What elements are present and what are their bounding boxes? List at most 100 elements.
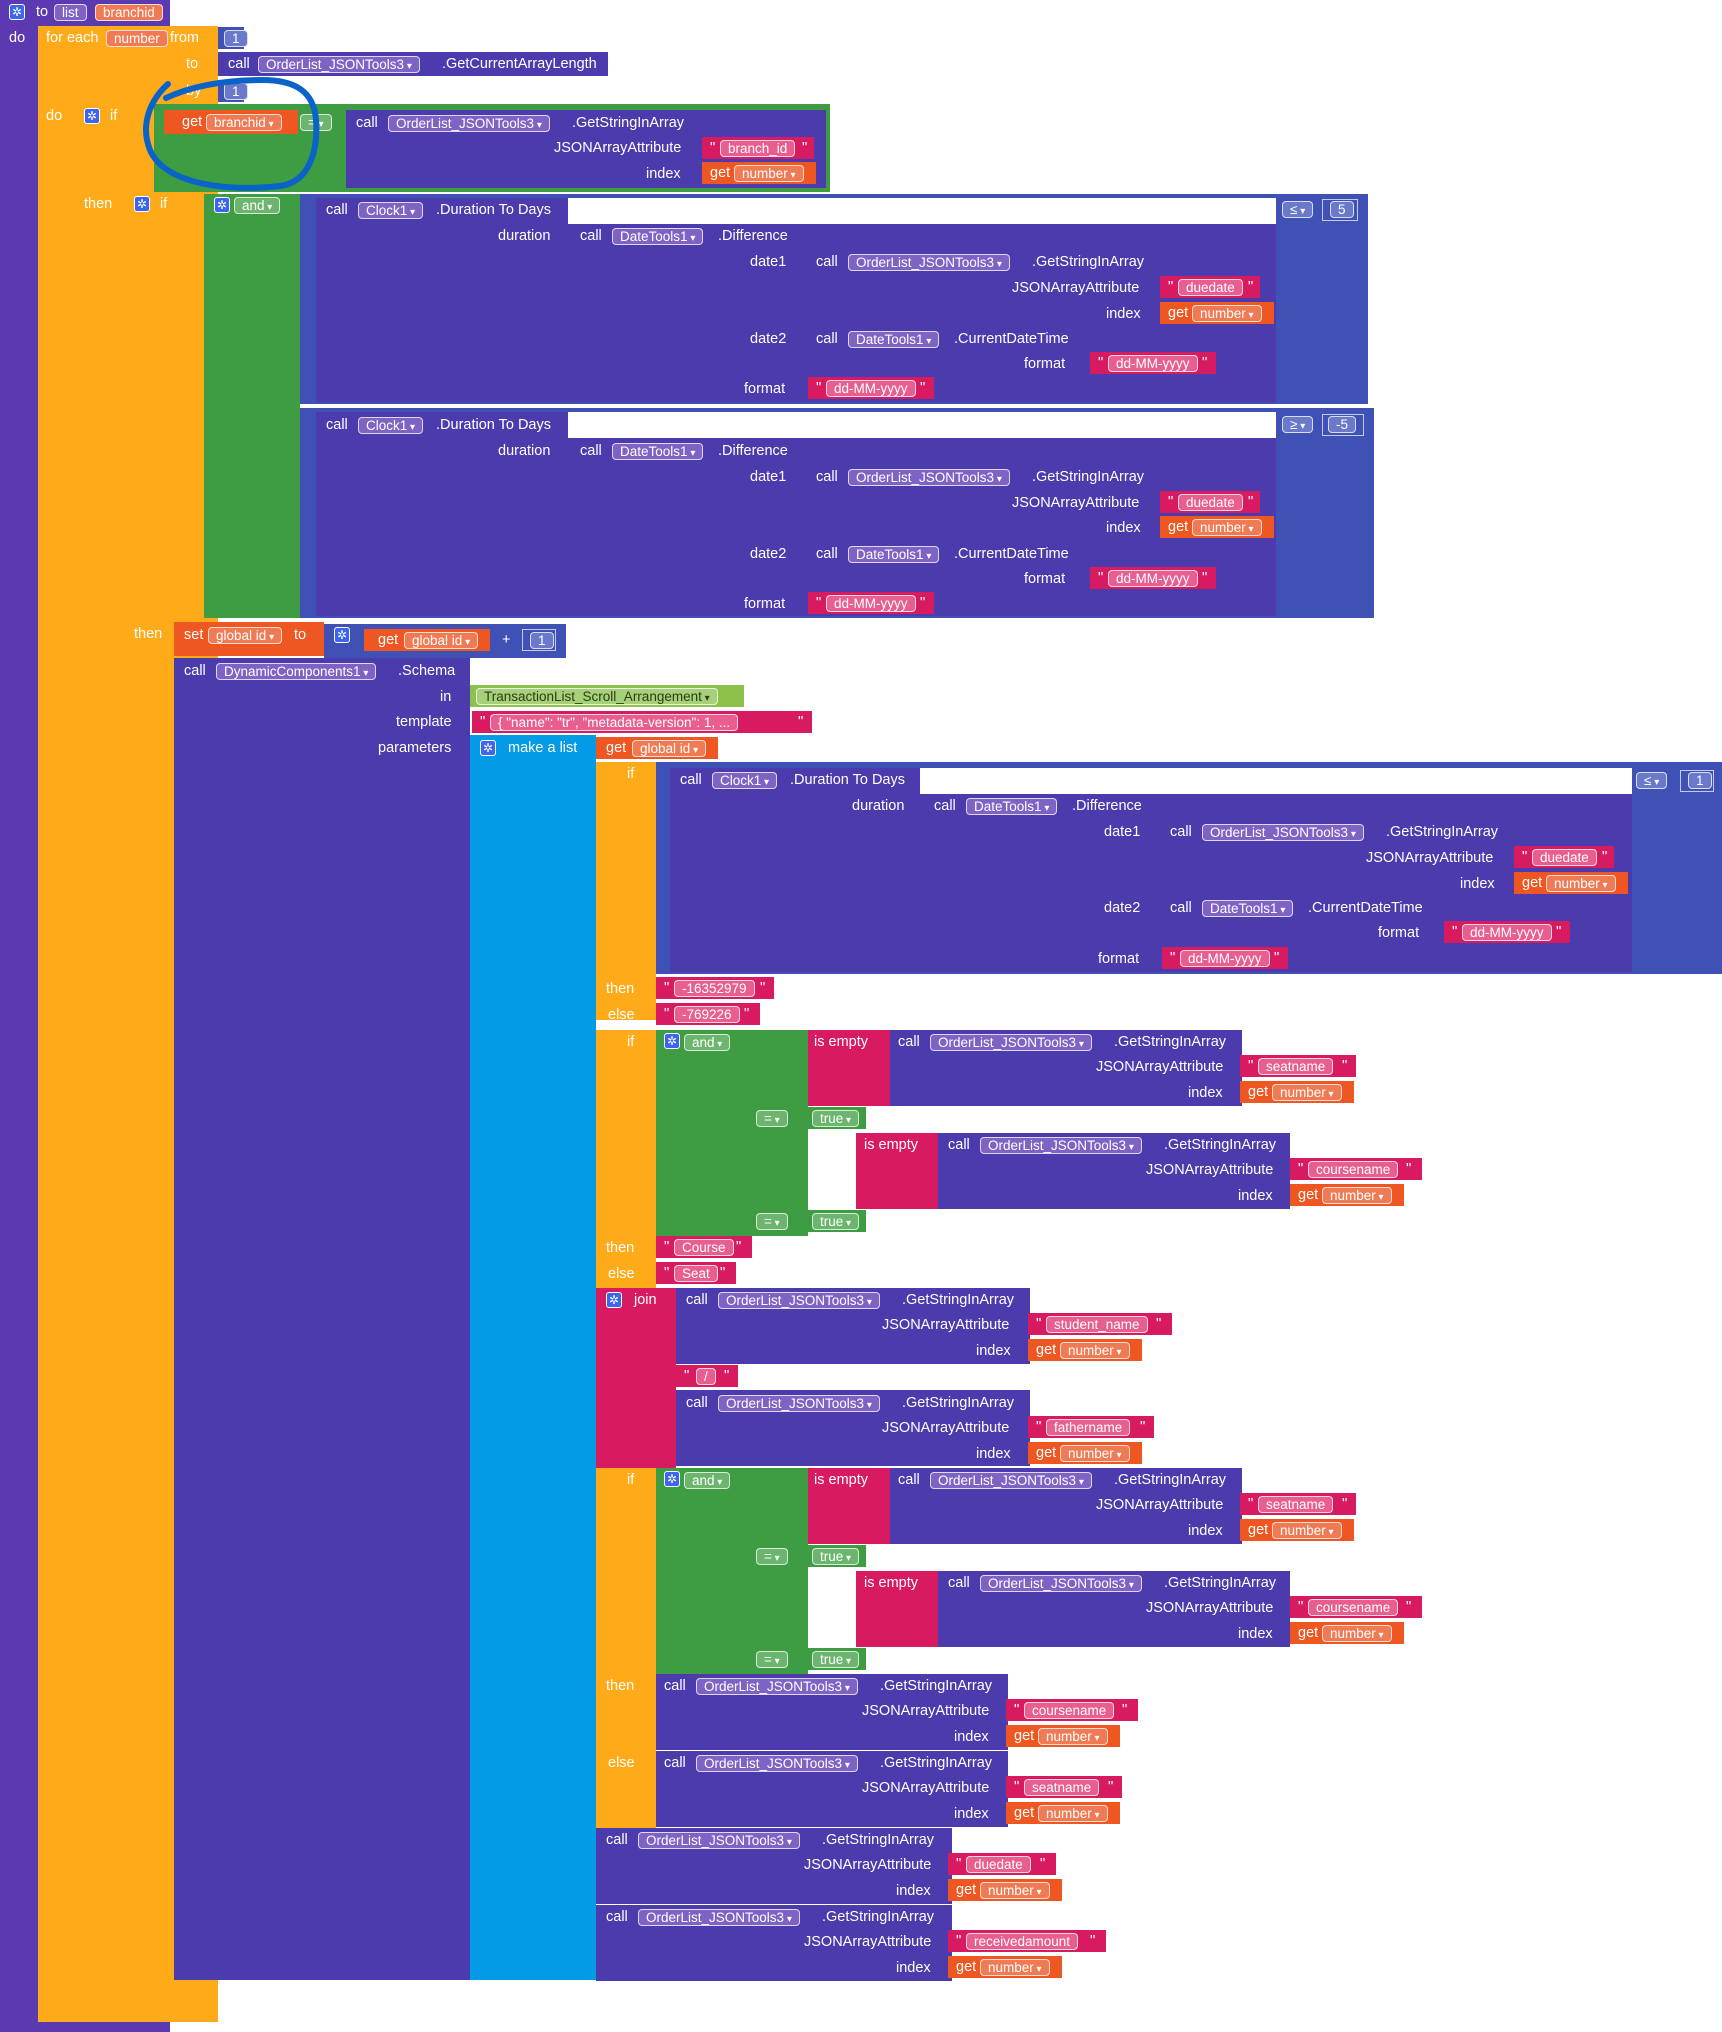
if-gear-icon[interactable]: ✲ xyxy=(134,196,150,212)
and-block[interactable] xyxy=(656,1468,752,1674)
and-gear-icon[interactable]: ✲ xyxy=(664,1471,680,1487)
and-block[interactable] xyxy=(656,1030,752,1236)
and-operator[interactable]: and xyxy=(234,197,281,214)
compare-operator[interactable]: ≥ xyxy=(1282,416,1314,433)
mutator-gear-icon[interactable]: ✲ xyxy=(9,4,25,20)
difference-call[interactable] xyxy=(570,224,806,400)
text-value[interactable]: seatname xyxy=(1258,1496,1334,1513)
text-value[interactable]: coursename xyxy=(1308,1161,1399,1178)
text-value[interactable]: duedate xyxy=(1178,279,1243,296)
compare-operator[interactable]: ≤ xyxy=(1282,201,1314,218)
number-value[interactable]: 1 xyxy=(530,632,554,649)
component-dropdown[interactable]: OrderList_JSONTools3 xyxy=(930,1034,1092,1051)
component-dropdown[interactable]: DateTools1 xyxy=(848,331,940,348)
number-value[interactable]: -5 xyxy=(1328,416,1357,433)
text-value[interactable]: -16352979 xyxy=(674,980,755,997)
inline-if-block[interactable] xyxy=(596,1468,656,1828)
component-dropdown[interactable]: OrderList_JSONTools3 xyxy=(930,1472,1092,1489)
loop-variable[interactable]: number xyxy=(106,30,168,47)
true-value[interactable]: true xyxy=(812,1651,860,1668)
text-value[interactable]: / xyxy=(696,1368,716,1385)
component-dropdown[interactable]: OrderList_JSONTools3 xyxy=(980,1137,1142,1154)
text-value[interactable]: seatname xyxy=(1024,1779,1100,1796)
template-value[interactable]: { "name": "tr", "metadata-version": 1, .… xyxy=(490,714,739,731)
if-gear-icon[interactable]: ✲ xyxy=(84,108,100,124)
true-value[interactable]: true xyxy=(812,1110,860,1127)
and-block[interactable] xyxy=(204,194,300,618)
is-empty-block[interactable] xyxy=(808,1468,890,1544)
get-variable-dropdown[interactable]: number xyxy=(1192,519,1262,536)
component-dropdown[interactable]: OrderList_JSONTools3 xyxy=(388,115,550,132)
is-empty-block[interactable] xyxy=(808,1030,890,1106)
compare-operator[interactable]: = xyxy=(756,1548,788,1565)
text-value[interactable]: dd-MM-yyyy xyxy=(826,380,916,397)
text-value[interactable]: student_name xyxy=(1046,1316,1148,1333)
text-value[interactable]: Seat xyxy=(674,1265,718,1282)
component-dropdown[interactable]: DateTools1 xyxy=(848,546,940,563)
is-empty-block[interactable] xyxy=(856,1571,938,1647)
set-variable-dropdown[interactable]: global id xyxy=(208,627,283,644)
compare-operator[interactable]: = xyxy=(300,114,332,131)
join-gear-icon[interactable]: ✲ xyxy=(606,1292,622,1308)
text-value[interactable]: dd-MM-yyyy xyxy=(1108,355,1198,372)
compare-block[interactable] xyxy=(752,1030,808,1236)
text-value[interactable]: duedate xyxy=(1532,849,1597,866)
get-variable-dropdown[interactable]: number xyxy=(1192,305,1262,322)
component-dropdown[interactable]: OrderList_JSONTools3 xyxy=(638,1909,800,1926)
text-value[interactable]: Course xyxy=(674,1239,734,1256)
true-value[interactable]: true xyxy=(812,1548,860,1565)
by-number[interactable]: 1 xyxy=(224,83,248,100)
get-variable-dropdown[interactable]: branchid xyxy=(206,114,282,131)
get-variable-dropdown[interactable]: number xyxy=(734,165,804,182)
text-value[interactable]: duedate xyxy=(966,1856,1031,1873)
component-dropdown[interactable]: OrderList_JSONTools3 xyxy=(1202,824,1364,841)
inline-if-block[interactable] xyxy=(596,762,656,1020)
and-operator[interactable]: and xyxy=(684,1472,731,1489)
true-value[interactable]: true xyxy=(812,1213,860,1230)
component-dropdown[interactable]: OrderList_JSONTools3 xyxy=(696,1678,858,1695)
arrangement-dropdown[interactable]: TransactionList_Scroll_Arrangement xyxy=(476,688,718,705)
compare-operator[interactable]: = xyxy=(756,1213,788,1230)
number-value[interactable]: 1 xyxy=(1688,772,1712,789)
component-dropdown[interactable]: DateTools1 xyxy=(1202,900,1294,917)
inline-if-block[interactable] xyxy=(596,1030,656,1288)
text-value[interactable]: dd-MM-yyyy xyxy=(1180,950,1270,967)
number-value[interactable]: 5 xyxy=(1330,201,1354,218)
text-value[interactable]: -769226 xyxy=(674,1006,740,1023)
component-dropdown[interactable]: Clock1 xyxy=(712,772,778,789)
compare-operator[interactable]: = xyxy=(756,1110,788,1127)
compare-operator[interactable]: ≤ xyxy=(1636,772,1668,789)
list-gear-icon[interactable]: ✲ xyxy=(480,740,496,756)
get-variable-dropdown[interactable]: number xyxy=(1038,1728,1108,1745)
component-dropdown[interactable]: OrderList_JSONTools3 xyxy=(980,1575,1142,1592)
component-dropdown[interactable]: OrderList_JSONTools3 xyxy=(638,1832,800,1849)
text-value[interactable]: coursename xyxy=(1308,1599,1399,1616)
join-block[interactable] xyxy=(596,1288,676,1468)
get-variable-dropdown[interactable]: number xyxy=(1322,1625,1392,1642)
difference-call[interactable] xyxy=(924,794,1160,970)
schema-call[interactable] xyxy=(174,658,470,1980)
component-dropdown[interactable]: OrderList_JSONTools3 xyxy=(718,1395,880,1412)
text-value[interactable]: branch_id xyxy=(720,140,796,157)
component-dropdown[interactable]: OrderList_JSONTools3 xyxy=(848,469,1010,486)
get-variable-dropdown[interactable]: number xyxy=(1546,875,1616,892)
and-gear-icon[interactable]: ✲ xyxy=(664,1033,680,1049)
procedure-name-field[interactable]: list xyxy=(54,4,87,21)
procedure-param[interactable]: branchid xyxy=(95,4,163,21)
get-variable-dropdown[interactable]: number xyxy=(1322,1187,1392,1204)
component-dropdown[interactable]: Clock1 xyxy=(358,417,424,434)
compare-operator[interactable]: = xyxy=(756,1651,788,1668)
text-value[interactable]: duedate xyxy=(1178,494,1243,511)
compare-block[interactable] xyxy=(752,1468,808,1674)
text-value[interactable]: seatname xyxy=(1258,1058,1334,1075)
component-dropdown[interactable]: DateTools1 xyxy=(966,798,1058,815)
difference-call[interactable] xyxy=(570,438,806,614)
component-dropdown[interactable]: OrderList_JSONTools3 xyxy=(718,1292,880,1309)
get-variable-dropdown[interactable]: global id xyxy=(632,740,707,757)
get-variable-dropdown[interactable]: global id xyxy=(404,632,479,649)
make-list-block[interactable] xyxy=(470,735,596,1980)
get-variable-dropdown[interactable]: number xyxy=(1060,1342,1130,1359)
get-variable-dropdown[interactable]: number xyxy=(1038,1805,1108,1822)
component-dropdown[interactable]: DynamicComponents1 xyxy=(216,663,377,680)
text-value[interactable]: coursename xyxy=(1024,1702,1115,1719)
